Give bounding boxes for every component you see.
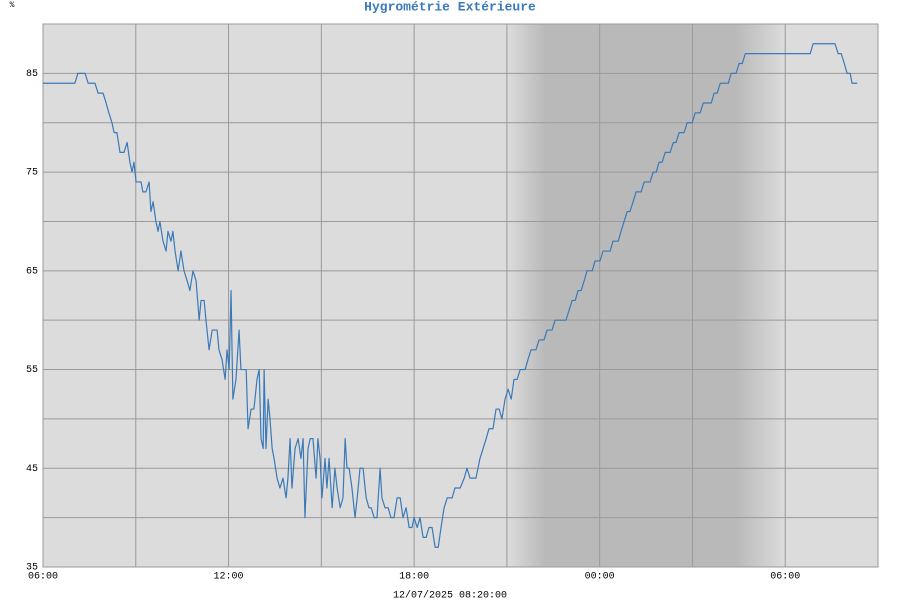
y-tick-label: 75	[26, 168, 38, 179]
y-tick-label: 85	[26, 69, 38, 80]
x-tick-label: 00:00	[585, 572, 615, 583]
x-tick-label: 06:00	[770, 572, 800, 583]
night-band	[506, 24, 786, 567]
x-tick-label: 12:00	[214, 572, 244, 583]
plot-frame	[42, 23, 879, 568]
subtitle: 12/07/2025 08:20:00	[393, 590, 507, 600]
x-tick-label: 18:00	[399, 572, 429, 583]
x-tick-label: 06:00	[28, 572, 58, 583]
y-tick-label: 65	[26, 266, 38, 277]
y-tick-label: 45	[26, 464, 38, 475]
chart-title: Hygrométrie Extérieure	[364, 0, 536, 14]
y-tick-label: 55	[26, 365, 38, 376]
y-unit: %	[10, 1, 15, 10]
data-line	[43, 43, 858, 548]
y-tick-label: 35	[26, 563, 38, 574]
